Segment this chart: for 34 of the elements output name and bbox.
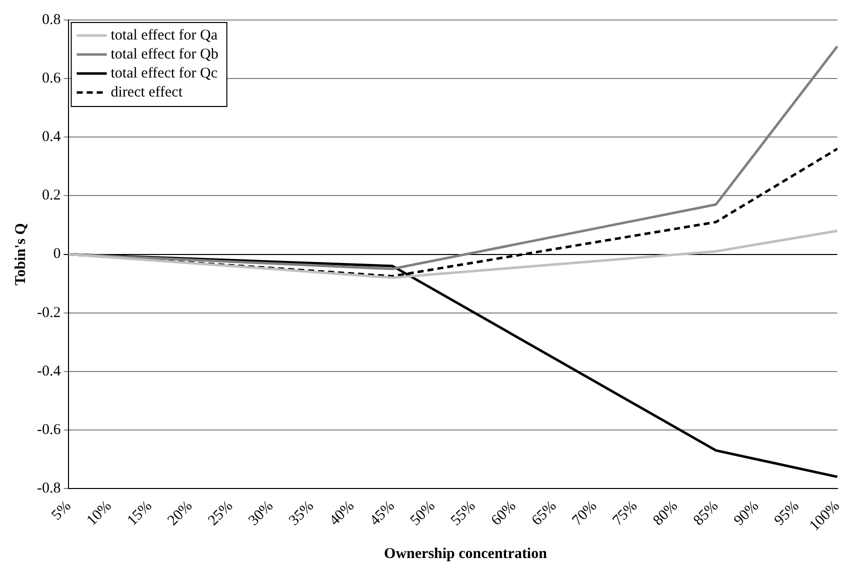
x-tick-label: 95% (772, 498, 802, 529)
x-tick-label: 85% (690, 498, 722, 529)
x-tick-label: 40% (326, 498, 358, 529)
y-tick-label: 0.4 (42, 129, 62, 146)
x-tick-label: 70% (569, 498, 600, 529)
x-tick-label: 55% (448, 498, 479, 529)
y-tick-label: -0.4 (36, 363, 62, 380)
x-tick-label: 75% (610, 498, 641, 529)
legend-label: total effect for Qb (110, 46, 218, 62)
y-tick-label: -0.2 (36, 304, 61, 321)
y-tick-label: 0.8 (42, 12, 61, 28)
x-tick-label: 35% (286, 498, 318, 529)
x-tick-label: 65% (528, 498, 560, 529)
y-tick-label: 0.2 (42, 188, 61, 204)
x-tick-label: 15% (124, 498, 156, 529)
x-tick-label: 80% (650, 498, 682, 529)
legend-label: total effect for Qc (110, 65, 218, 82)
x-tick-label: 25% (205, 498, 236, 529)
y-tick-label: 0.6 (42, 70, 62, 87)
y-tick-label: -0.8 (36, 480, 61, 496)
x-tick-label: 20% (164, 498, 196, 529)
x-tick-label: 45% (367, 498, 398, 529)
x-tick-label: 50% (408, 498, 438, 529)
x-tick-label: 30% (246, 498, 277, 529)
legend-label: total effect for Qa (110, 27, 218, 44)
y-axis-title: Tobin's Q (12, 222, 29, 286)
x-tick-label: 5% (48, 498, 74, 524)
x-tick-label: 60% (488, 498, 520, 529)
y-tick-label: 0 (53, 246, 61, 262)
x-tick-label: 10% (84, 498, 115, 529)
x-tick-label: 90% (731, 498, 762, 529)
x-axis-title: Ownership concentration (383, 546, 548, 563)
legend-label: direct effect (110, 84, 184, 100)
y-tick-label: -0.6 (36, 422, 62, 438)
